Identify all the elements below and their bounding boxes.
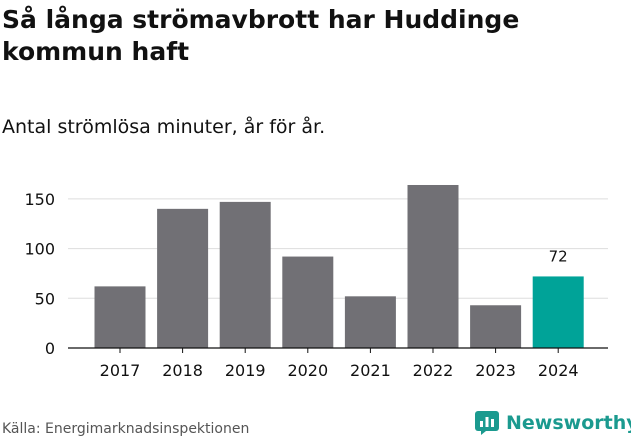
y-tick-label: 150: [24, 190, 55, 209]
y-tick-label: 100: [24, 240, 55, 259]
brand-name: Newsworthy: [506, 412, 631, 434]
bar-2023: [470, 305, 522, 348]
data-label: 72: [549, 247, 568, 265]
chart-subtitle: Antal strömlösa minuter, år för år.: [2, 116, 326, 138]
chart-title: Så långa strömavbrott har Huddinge kommu…: [2, 5, 520, 66]
bar-2018: [157, 208, 209, 348]
bar-2021: [344, 296, 396, 348]
bar-2020: [282, 256, 334, 348]
bar-2022: [407, 184, 459, 348]
bar-chart: 0 50 100 150 2017 2018 2019 2020 2021 2022 2023 202…: [24, 184, 608, 380]
y-tick-label: 0: [45, 339, 55, 358]
x-tick-label: 2023: [475, 361, 516, 380]
brand-logo: Newsworthy: [475, 408, 631, 438]
bar-2017: [94, 286, 146, 348]
x-tick-label: 2022: [413, 361, 454, 380]
x-tick-label: 2020: [287, 361, 328, 380]
x-tick-label: 2024: [538, 361, 579, 380]
bar-2019: [219, 201, 271, 348]
source-note: Källa: Energimarknadsinspektionen: [2, 421, 250, 437]
bar-2024: [532, 276, 584, 348]
x-tick-label: 2019: [225, 361, 266, 380]
newsworthy-logo-icon: [475, 411, 499, 435]
x-tick-label: 2018: [162, 361, 203, 380]
x-tick-label: 2017: [100, 361, 141, 380]
x-tick-label: 2021: [350, 361, 391, 380]
y-tick-label: 50: [35, 289, 55, 308]
